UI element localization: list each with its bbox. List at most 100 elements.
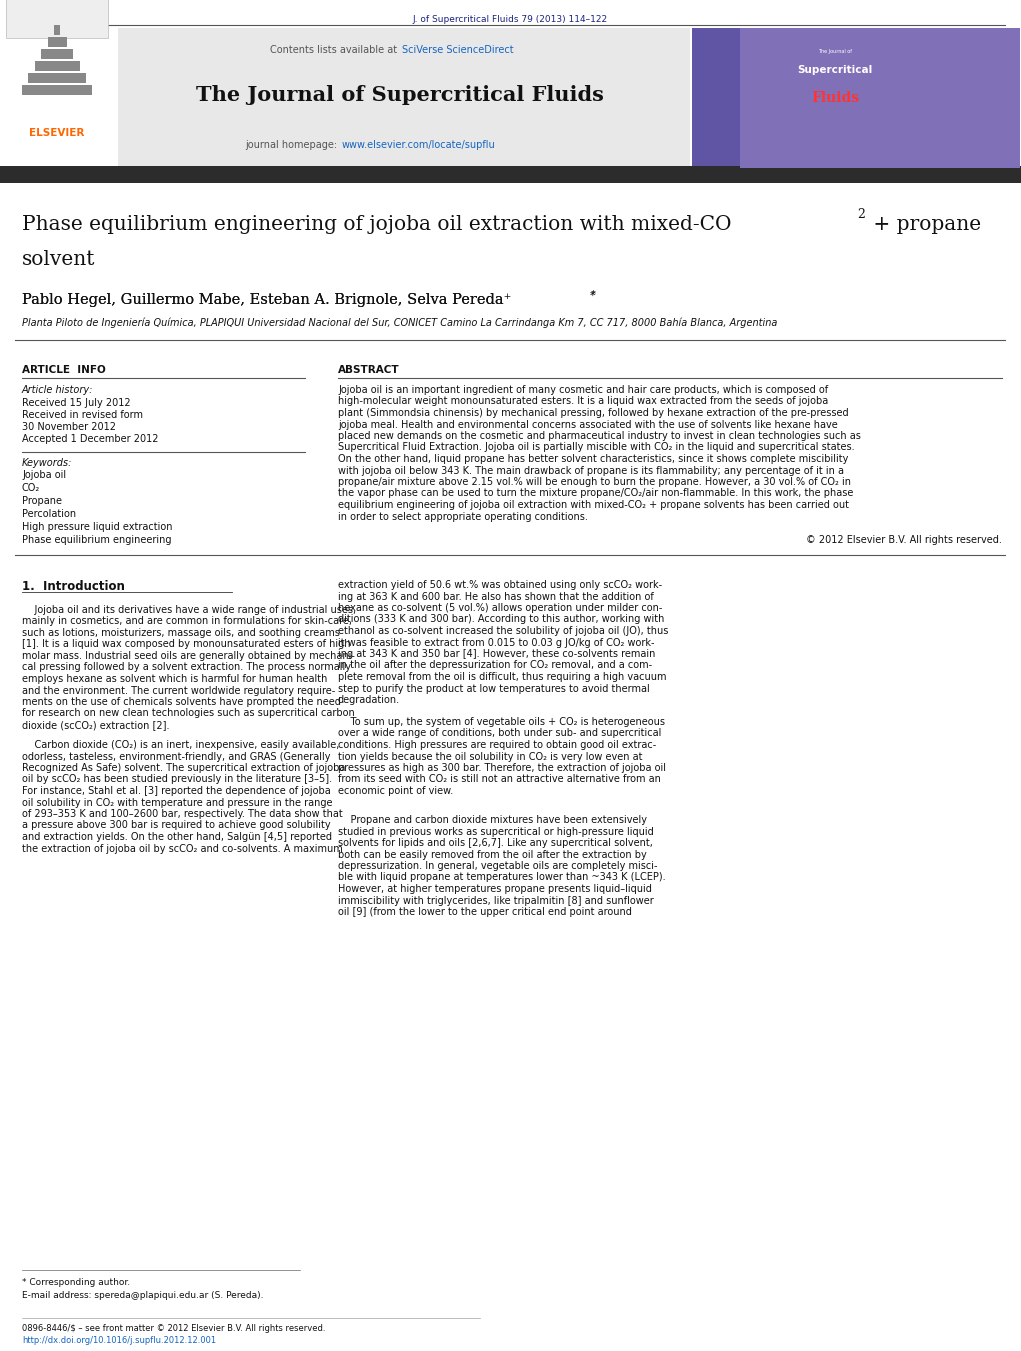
Text: Carbon dioxide (CO₂) is an inert, inexpensive, easily available,: Carbon dioxide (CO₂) is an inert, inexpe…: [22, 740, 339, 750]
Text: with jojoba oil below 343 K. The main drawback of propane is its flammability; a: with jojoba oil below 343 K. The main dr…: [338, 466, 844, 476]
Bar: [54, 26, 60, 35]
Text: cal pressing followed by a solvent extraction. The process normally: cal pressing followed by a solvent extra…: [22, 662, 351, 673]
Text: for research on new clean technologies such as supercritical carbon: for research on new clean technologies s…: [22, 708, 354, 719]
Text: Supercritical: Supercritical: [797, 65, 873, 76]
Text: plete removal from the oil is difficult, thus requiring a high vacuum: plete removal from the oil is difficult,…: [338, 671, 667, 682]
Text: both can be easily removed from the oil after the extraction by: both can be easily removed from the oil …: [338, 850, 646, 859]
Text: of 293–353 K and 100–2600 bar, respectively. The data show that: of 293–353 K and 100–2600 bar, respectiv…: [22, 809, 343, 819]
Text: conditions. High pressures are required to obtain good oil extrac-: conditions. High pressures are required …: [338, 740, 657, 750]
Text: ing at 343 K and 350 bar [4]. However, these co-solvents remain: ing at 343 K and 350 bar [4]. However, t…: [338, 648, 655, 659]
Text: Planta Piloto de Ingeniería Química, PLAPIQUI Universidad Nacional del Sur, CONI: Planta Piloto de Ingeniería Química, PLA…: [22, 317, 777, 328]
Text: Propane and carbon dioxide mixtures have been extensively: Propane and carbon dioxide mixtures have…: [338, 815, 647, 825]
Text: in order to select appropriate operating conditions.: in order to select appropriate operating…: [338, 512, 588, 521]
Bar: [0, 28, 118, 168]
Text: Pablo Hegel, Guillermo Mabe, Esteban A. Brignole, Selva Pereda⁺: Pablo Hegel, Guillermo Mabe, Esteban A. …: [22, 293, 512, 307]
Text: such as lotions, moisturizers, massage oils, and soothing creams: such as lotions, moisturizers, massage o…: [22, 628, 340, 638]
Text: step to purify the product at low temperatures to avoid thermal: step to purify the product at low temper…: [338, 684, 649, 693]
Text: [1]. It is a liquid wax composed by monounsaturated esters of high: [1]. It is a liquid wax composed by mono…: [22, 639, 350, 650]
Text: and the environment. The current worldwide regulatory require-: and the environment. The current worldwi…: [22, 685, 335, 696]
Text: degradation.: degradation.: [338, 694, 400, 705]
Text: Percolation: Percolation: [22, 509, 77, 519]
Text: For instance, Stahl et al. [3] reported the dependence of jojoba: For instance, Stahl et al. [3] reported …: [22, 786, 331, 796]
Text: ABSTRACT: ABSTRACT: [338, 365, 399, 376]
Text: ble with liquid propane at temperatures lower than ~343 K (LCEP).: ble with liquid propane at temperatures …: [338, 873, 666, 882]
Text: odorless, tasteless, environment-friendly, and GRAS (Generally: odorless, tasteless, environment-friendl…: [22, 751, 331, 762]
Text: a pressure above 300 bar is required to achieve good solubility: a pressure above 300 bar is required to …: [22, 820, 331, 831]
Text: propane/air mixture above 2.15 vol.% will be enough to burn the propane. However: propane/air mixture above 2.15 vol.% wil…: [338, 477, 850, 486]
Bar: [48, 36, 66, 47]
Text: 0896-8446/$ – see front matter © 2012 Elsevier B.V. All rights reserved.: 0896-8446/$ – see front matter © 2012 El…: [22, 1324, 326, 1333]
Text: Received 15 July 2012: Received 15 July 2012: [22, 399, 131, 408]
Text: *: *: [591, 290, 596, 299]
Text: Article history:: Article history:: [22, 385, 93, 394]
Text: Supercritical Fluid Extraction. Jojoba oil is partially miscible with CO₂ in the: Supercritical Fluid Extraction. Jojoba o…: [338, 443, 855, 453]
Text: placed new demands on the cosmetic and pharmaceutical industry to invest in clea: placed new demands on the cosmetic and p…: [338, 431, 861, 440]
Text: ELSEVIER: ELSEVIER: [30, 128, 85, 138]
Text: Keywords:: Keywords:: [22, 458, 72, 467]
Text: On the other hand, liquid propane has better solvent characteristics, since it s: On the other hand, liquid propane has be…: [338, 454, 848, 463]
Text: oil by scCO₂ has been studied previously in the literature [3–5].: oil by scCO₂ has been studied previously…: [22, 774, 332, 785]
Bar: [28, 73, 86, 82]
Text: http://dx.doi.org/10.1016/j.supflu.2012.12.001: http://dx.doi.org/10.1016/j.supflu.2012.…: [22, 1336, 216, 1346]
Text: the extraction of jojoba oil by scCO₂ and co-solvents. A maximum: the extraction of jojoba oil by scCO₂ an…: [22, 843, 343, 854]
Text: CO₂: CO₂: [22, 484, 40, 493]
Text: www.elsevier.com/locate/supflu: www.elsevier.com/locate/supflu: [342, 141, 496, 150]
Text: plant (Simmondsia chinensis) by mechanical pressing, followed by hexane extracti: plant (Simmondsia chinensis) by mechanic…: [338, 408, 848, 417]
Text: ARTICLE  INFO: ARTICLE INFO: [22, 365, 106, 376]
Text: ethanol as co-solvent increased the solubility of jojoba oil (JO), thus: ethanol as co-solvent increased the solu…: [338, 626, 669, 636]
Text: employs hexane as solvent which is harmful for human health: employs hexane as solvent which is harmf…: [22, 674, 328, 684]
Text: mainly in cosmetics, and are common in formulations for skin-care,: mainly in cosmetics, and are common in f…: [22, 616, 352, 627]
Text: oil solubility in CO₂ with temperature and pressure in the range: oil solubility in CO₂ with temperature a…: [22, 797, 333, 808]
Bar: [35, 61, 80, 72]
Text: Propane: Propane: [22, 496, 62, 507]
Text: Phase equilibrium engineering of jojoba oil extraction with mixed-CO: Phase equilibrium engineering of jojoba …: [22, 215, 731, 234]
Text: Contents lists available at: Contents lists available at: [270, 45, 400, 55]
Text: over a wide range of conditions, both under sub- and supercritical: over a wide range of conditions, both un…: [338, 728, 662, 739]
Text: Jojoba oil is an important ingredient of many cosmetic and hair care products, w: Jojoba oil is an important ingredient of…: [338, 385, 828, 394]
Text: High pressure liquid extraction: High pressure liquid extraction: [22, 521, 173, 532]
Text: tion yields because the oil solubility in CO₂ is very low even at: tion yields because the oil solubility i…: [338, 751, 642, 762]
Text: extraction yield of 50.6 wt.% was obtained using only scCO₂ work-: extraction yield of 50.6 wt.% was obtain…: [338, 580, 663, 590]
Text: SciVerse ScienceDirect: SciVerse ScienceDirect: [402, 45, 514, 55]
Text: high-molecular weight monounsaturated esters. It is a liquid wax extracted from : high-molecular weight monounsaturated es…: [338, 396, 828, 407]
Text: Jojoba oil: Jojoba oil: [22, 470, 66, 480]
Text: E-mail address: spereda@plapiqui.edu.ar (S. Pereda).: E-mail address: spereda@plapiqui.edu.ar …: [22, 1292, 263, 1300]
Text: jojoba meal. Health and environmental concerns associated with the use of solven: jojoba meal. Health and environmental co…: [338, 420, 838, 430]
Text: depressurization. In general, vegetable oils are completely misci-: depressurization. In general, vegetable …: [338, 861, 658, 871]
Text: 1.  Introduction: 1. Introduction: [22, 580, 125, 593]
Text: immiscibility with triglycerides, like tripalmitin [8] and sunflower: immiscibility with triglycerides, like t…: [338, 896, 653, 905]
Text: Fluids: Fluids: [811, 91, 859, 105]
Text: Phase equilibrium engineering: Phase equilibrium engineering: [22, 535, 172, 544]
Text: molar mass. Industrial seed oils are generally obtained by mechani-: molar mass. Industrial seed oils are gen…: [22, 651, 355, 661]
Text: 2: 2: [857, 208, 865, 222]
Text: Accepted 1 December 2012: Accepted 1 December 2012: [22, 434, 158, 444]
Bar: [740, 28, 1020, 168]
Text: studied in previous works as supercritical or high-pressure liquid: studied in previous works as supercritic…: [338, 827, 653, 836]
Text: ing at 363 K and 600 bar. He also has shown that the addition of: ing at 363 K and 600 bar. He also has sh…: [338, 592, 653, 601]
Text: Recognized As Safe) solvent. The supercritical extraction of jojoba: Recognized As Safe) solvent. The supercr…: [22, 763, 345, 773]
Text: ditions (333 K and 300 bar). According to this author, working with: ditions (333 K and 300 bar). According t…: [338, 615, 665, 624]
Text: solvents for lipids and oils [2,6,7]. Like any supercritical solvent,: solvents for lipids and oils [2,6,7]. Li…: [338, 838, 652, 848]
Bar: [692, 28, 1020, 168]
Text: solvent: solvent: [22, 250, 96, 269]
Text: © 2012 Elsevier B.V. All rights reserved.: © 2012 Elsevier B.V. All rights reserved…: [807, 535, 1002, 544]
Text: Jojoba oil and its derivatives have a wide range of industrial uses,: Jojoba oil and its derivatives have a wi…: [22, 605, 356, 615]
Text: journal homepage:: journal homepage:: [245, 141, 340, 150]
Bar: [0, 166, 1021, 182]
Text: dioxide (scCO₂) extraction [2].: dioxide (scCO₂) extraction [2].: [22, 720, 169, 730]
Bar: [6, 0, 108, 38]
Text: equilibrium engineering of jojoba oil extraction with mixed-CO₂ + propane solven: equilibrium engineering of jojoba oil ex…: [338, 500, 849, 509]
Text: + propane: + propane: [867, 215, 981, 234]
Bar: [0, 28, 690, 168]
Text: Pablo Hegel, Guillermo Mabe, Esteban A. Brignole, Selva Pereda: Pablo Hegel, Guillermo Mabe, Esteban A. …: [22, 293, 503, 307]
Text: and extraction yields. On the other hand, Salgün [4,5] reported: and extraction yields. On the other hand…: [22, 832, 332, 842]
Text: * Corresponding author.: * Corresponding author.: [22, 1278, 130, 1288]
Text: To sum up, the system of vegetable oils + CO₂ is heterogeneous: To sum up, the system of vegetable oils …: [338, 717, 665, 727]
Text: from its seed with CO₂ is still not an attractive alternative from an: from its seed with CO₂ is still not an a…: [338, 774, 661, 785]
Text: economic point of view.: economic point of view.: [338, 786, 453, 796]
Text: The Journal of: The Journal of: [818, 50, 852, 54]
Text: J. of Supercritical Fluids 79 (2013) 114–122: J. of Supercritical Fluids 79 (2013) 114…: [412, 15, 609, 24]
Text: it was feasible to extract from 0.015 to 0.03 g JO/kg of CO₂ work-: it was feasible to extract from 0.015 to…: [338, 638, 654, 647]
Text: ments on the use of chemicals solvents have prompted the need: ments on the use of chemicals solvents h…: [22, 697, 341, 707]
Text: The Journal of Supercritical Fluids: The Journal of Supercritical Fluids: [196, 85, 604, 105]
